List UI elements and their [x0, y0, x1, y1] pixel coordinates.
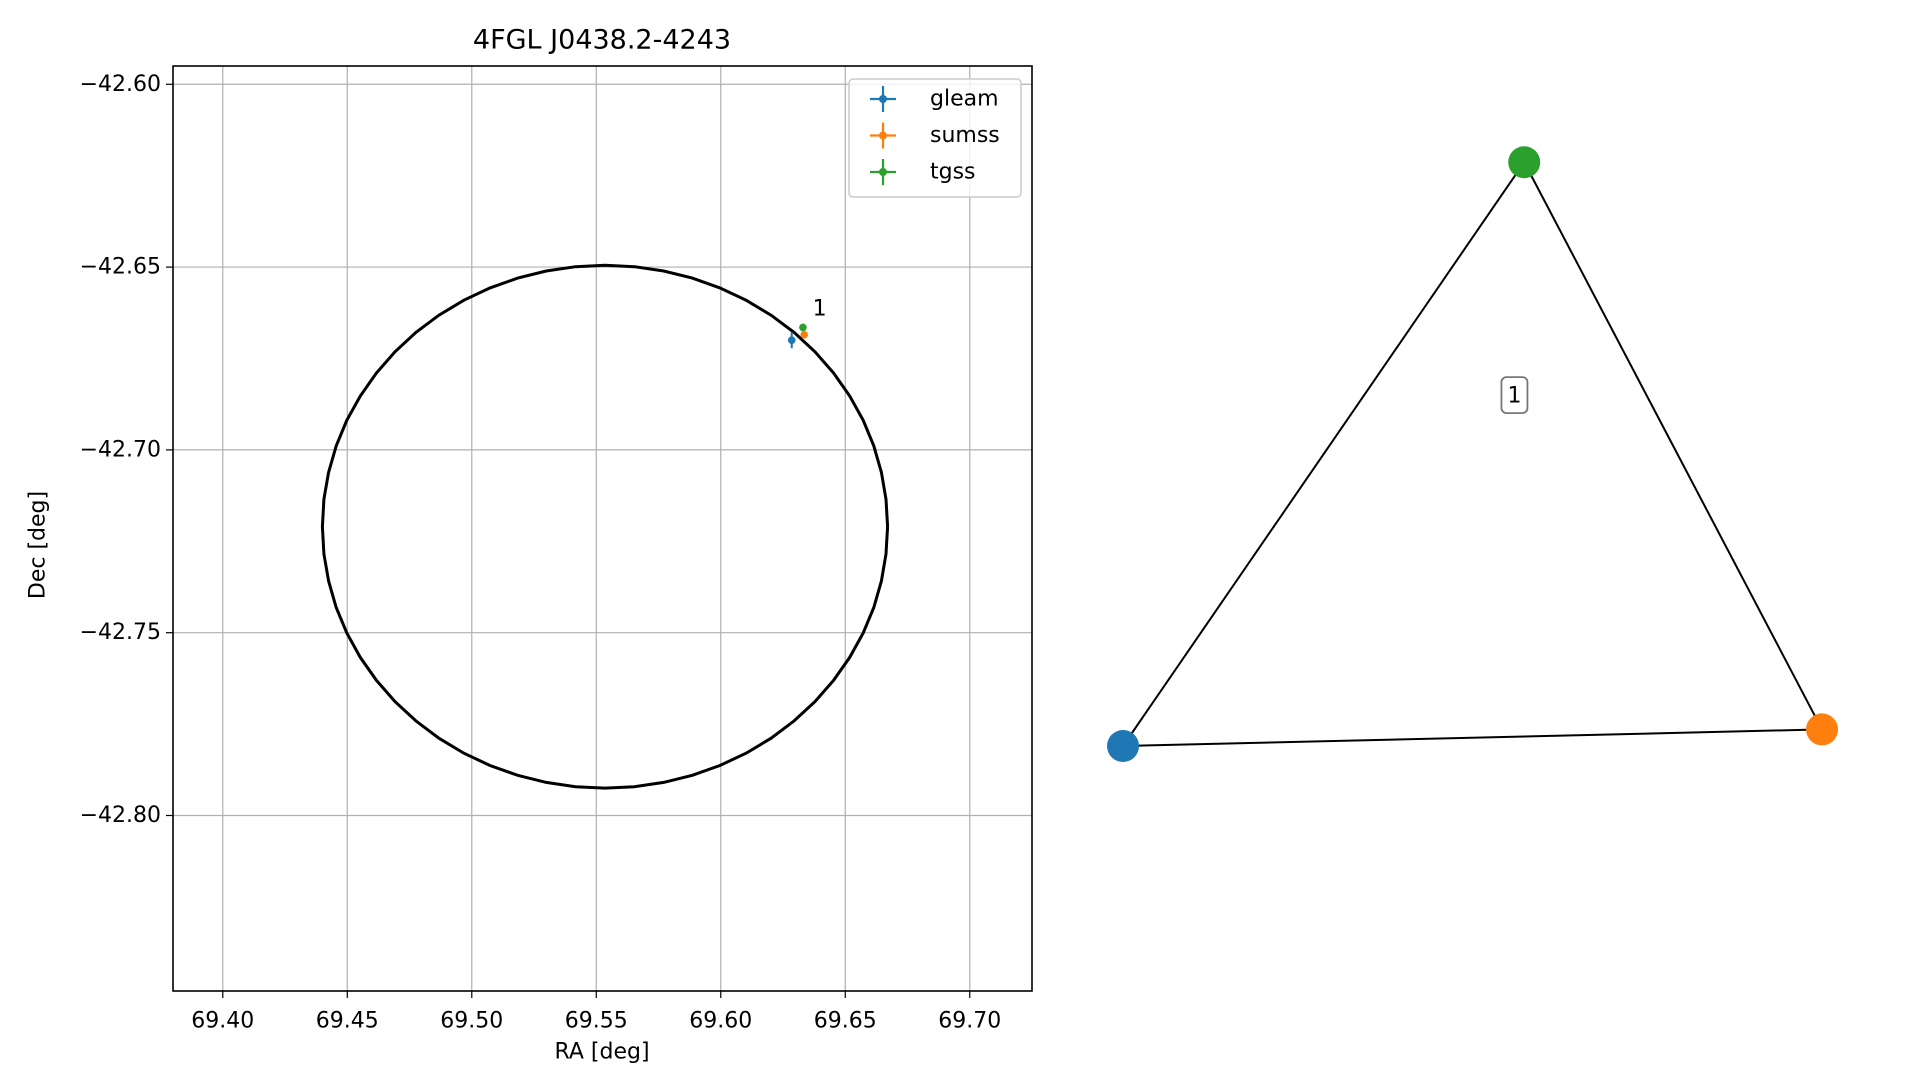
x-tick-label: 69.65 — [814, 1009, 877, 1034]
ellipse-outline — [320, 263, 890, 790]
legend-marker — [879, 131, 887, 140]
legend-marker — [879, 95, 887, 103]
x-tick-label: 69.60 — [689, 1009, 752, 1034]
y-tick-label: −42.60 — [80, 72, 161, 97]
x-tick-label: 69.55 — [565, 1009, 628, 1034]
legend-marker — [879, 168, 887, 176]
x-tick-label: 69.45 — [316, 1009, 379, 1034]
marker-gleam — [787, 336, 796, 345]
x-tick-label: 69.70 — [938, 1009, 1001, 1034]
edge-sumss-tgss — [1523, 161, 1823, 730]
node-gleam — [1107, 730, 1139, 762]
legend-entry-sumss: sumss — [870, 122, 1000, 149]
legend-label: gleam — [930, 87, 999, 112]
sky-position-panel: 4FGL J0438.2-4243 1 69.40 69.45 69.50 69.55… — [26, 25, 1033, 1065]
legend-entry-gleam: gleam — [870, 86, 999, 112]
y-tick-label: −42.75 — [80, 620, 161, 645]
y-tick-label: −42.80 — [80, 803, 161, 828]
source-points — [787, 323, 808, 349]
association-graph-panel: 1 — [1107, 146, 1838, 762]
x-tick-label: 69.40 — [191, 1009, 254, 1034]
cluster-label-box — [1500, 376, 1529, 415]
cluster-label-text: 1 — [1507, 384, 1521, 409]
y-tick-label: −42.65 — [80, 255, 161, 280]
axis-ticks: 69.40 69.45 69.50 69.55 69.60 69.65 69.70 −42.6… — [80, 72, 1002, 1034]
x-tick-label: 69.50 — [440, 1009, 503, 1034]
node-tgss — [1508, 146, 1541, 179]
marker-tgss — [799, 323, 807, 332]
legend-entry-tgss: tgss — [870, 159, 976, 185]
legend-label: sumss — [930, 123, 1000, 148]
localization-ellipse — [320, 263, 890, 790]
point-annotation: 1 — [813, 296, 827, 321]
edge-gleam-tgss — [1122, 161, 1526, 747]
x-axis-label: RA [deg] — [554, 1040, 649, 1065]
cluster-labels: 1 — [1500, 376, 1529, 415]
legend-label: tgss — [930, 160, 976, 185]
axes-frame — [172, 65, 1033, 992]
y-axis-label: Dec [deg] — [26, 491, 51, 599]
edge-gleam-sumss — [1122, 728, 1823, 747]
annotations: 1 — [813, 296, 827, 321]
legend-box — [848, 78, 1022, 198]
graph-nodes — [1107, 146, 1838, 762]
point-sumss — [800, 330, 808, 339]
y-tick-label: −42.70 — [80, 437, 161, 462]
point-gleam — [787, 332, 796, 349]
point-tgss — [799, 323, 807, 332]
node-sumss — [1806, 713, 1838, 746]
marker-sumss — [800, 330, 808, 339]
legend: gleam sumss tgss — [848, 78, 1022, 198]
graph-edges — [1122, 161, 1823, 747]
chart-title: 4FGL J0438.2-4243 — [473, 25, 731, 56]
